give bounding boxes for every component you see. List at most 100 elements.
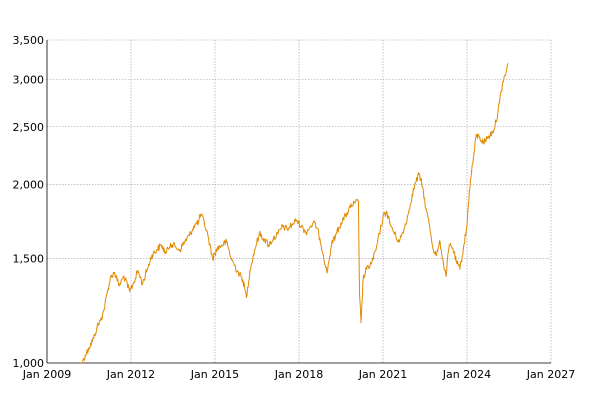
data-point	[146, 268, 148, 270]
data-point	[193, 225, 195, 227]
data-point	[357, 201, 360, 203]
data-point	[498, 101, 501, 103]
data-point	[411, 194, 413, 196]
data-point	[123, 275, 125, 277]
data-point	[184, 241, 186, 243]
data-point	[452, 247, 454, 249]
data-point	[421, 186, 424, 188]
data-point	[179, 249, 181, 251]
data-point	[88, 347, 90, 349]
data-point	[221, 244, 223, 246]
y-tick-label: 3,500	[13, 34, 45, 47]
data-point	[487, 136, 489, 138]
data-point	[414, 182, 417, 184]
data-point	[156, 249, 158, 251]
data-point	[118, 285, 120, 287]
data-point	[448, 244, 450, 246]
data-point	[174, 246, 176, 248]
data-point	[272, 238, 274, 240]
data-point	[335, 233, 337, 235]
data-point	[291, 224, 293, 226]
data-point	[151, 254, 153, 256]
data-point	[93, 337, 95, 340]
data-point	[197, 221, 200, 223]
data-point	[394, 233, 396, 235]
x-tick-label: Jan 2012	[106, 368, 155, 381]
data-point	[418, 173, 420, 175]
y-tick-label: 1,500	[13, 252, 45, 265]
series-line	[81, 63, 509, 364]
x-tick-label: Jan 2024	[442, 368, 491, 381]
data-point	[408, 212, 410, 214]
data-point	[436, 254, 438, 256]
data-point	[142, 283, 144, 285]
data-point	[132, 283, 134, 285]
data-point	[84, 354, 86, 356]
data-point	[129, 290, 131, 293]
data-point	[495, 121, 497, 123]
data-point	[475, 134, 477, 136]
data-point	[230, 257, 232, 260]
data-point	[245, 296, 248, 298]
data-point	[360, 321, 362, 324]
data-point	[242, 279, 244, 281]
data-point	[354, 202, 356, 204]
data-point	[462, 247, 464, 249]
x-tick-label: Jan 2009	[22, 368, 71, 381]
data-point	[106, 290, 109, 293]
data-point	[110, 275, 112, 277]
data-point	[113, 271, 116, 274]
data-point	[81, 362, 83, 364]
data-point	[286, 228, 288, 230]
data-point	[296, 219, 298, 221]
data-point	[137, 270, 139, 272]
data-point	[263, 238, 265, 240]
data-point	[314, 222, 316, 224]
x-tick-label: Jan 2021	[358, 368, 407, 381]
data-point	[234, 264, 236, 267]
data-point	[249, 270, 251, 272]
data-point	[507, 63, 509, 65]
series-group	[81, 63, 509, 364]
data-point	[455, 261, 457, 263]
x-tick-label: Jan 2015	[190, 368, 239, 381]
data-point	[504, 74, 506, 77]
data-point	[482, 142, 484, 144]
data-point	[492, 131, 494, 133]
data-point	[382, 216, 384, 218]
data-point	[268, 244, 270, 246]
data-point	[330, 244, 333, 246]
axes	[46, 40, 551, 364]
data-point	[322, 254, 324, 256]
y-tick-label: 2,000	[13, 178, 45, 191]
y-tick-label: 3,000	[13, 74, 45, 87]
x-tick-label: Jan 2027	[526, 368, 575, 381]
data-point	[103, 309, 105, 311]
data-point	[225, 241, 228, 243]
data-point	[375, 249, 377, 251]
data-point	[277, 233, 279, 235]
data-point	[370, 263, 372, 265]
data-point	[378, 233, 381, 235]
data-point	[319, 238, 321, 240]
data-point	[160, 244, 162, 246]
y-tick-label: 1,000	[13, 357, 45, 370]
data-point	[442, 263, 445, 265]
data-point	[403, 228, 405, 230]
data-point	[99, 319, 102, 321]
data-point	[362, 279, 364, 281]
data-point	[432, 247, 434, 249]
data-point	[473, 153, 475, 155]
data-point	[254, 249, 256, 251]
data-point	[281, 225, 284, 227]
data-point	[200, 213, 202, 215]
data-point	[358, 294, 361, 296]
data-point	[207, 234, 209, 237]
data-point	[326, 271, 328, 274]
x-tick-label: Jan 2018	[274, 368, 323, 381]
y-tick-label: 2,500	[13, 121, 45, 134]
data-point	[309, 225, 312, 227]
data-point	[165, 252, 167, 254]
data-point	[385, 210, 388, 213]
